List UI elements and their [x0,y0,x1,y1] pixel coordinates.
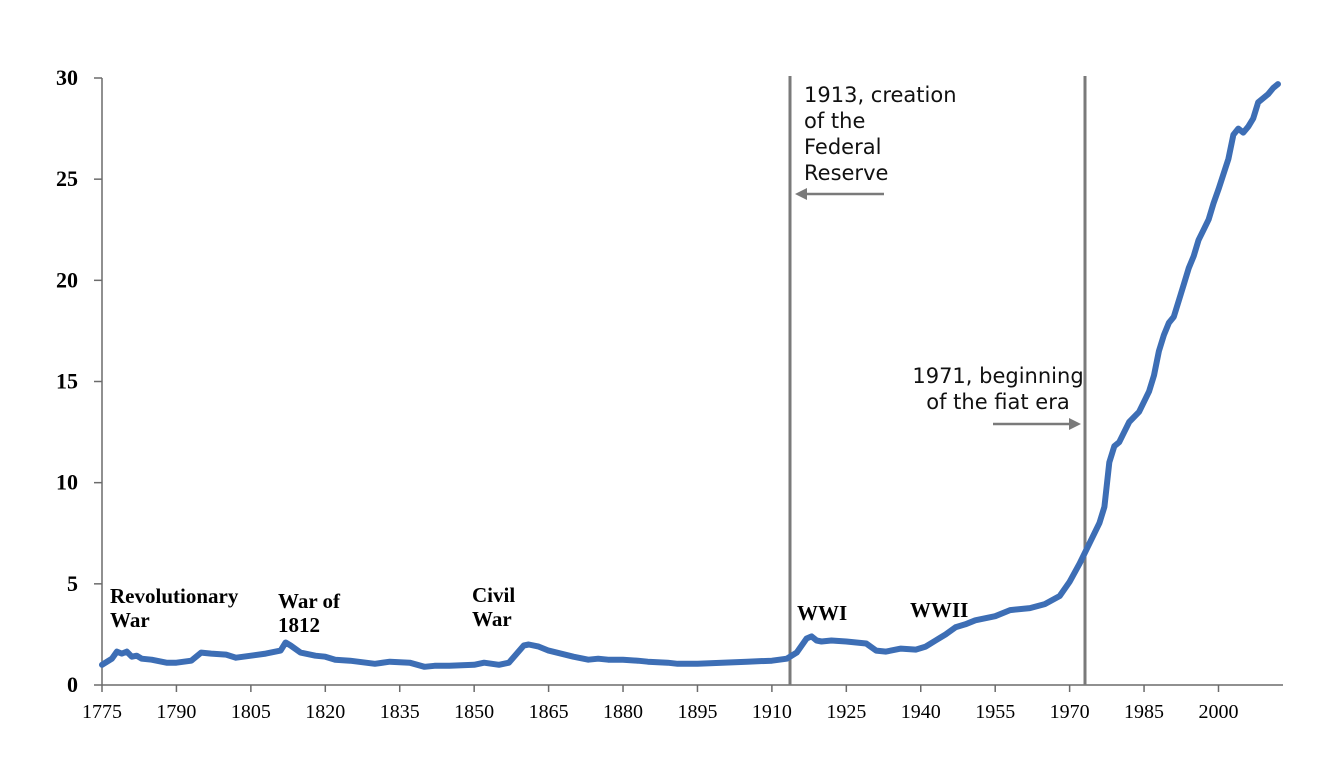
marker-note-text: Federal [804,135,881,159]
x-tick-label: 1835 [380,701,420,723]
x-tick-label: 1970 [1050,701,1090,723]
series-line [99,81,1281,670]
marker-note-text: 1913, creation [804,83,957,107]
y-tick-label: 15 [56,369,78,394]
y-axis-ticks: 0 5 10 15 20 25 30 [56,65,102,697]
x-tick-label: 1790 [156,701,196,723]
event-annotation-text: War of [278,589,341,613]
x-tick-label: 1895 [677,701,717,723]
event-annotation-text: 1812 [278,613,320,637]
x-tick-label: 2000 [1198,701,1238,723]
x-axis-ticks: 1775 1790 1805 1820 1835 1850 1865 1880 1895 1910… [82,685,1238,723]
x-tick-label: 1940 [901,701,941,723]
marker-note-text: 1971, beginning [912,364,1083,388]
x-tick-label: 1820 [305,701,345,723]
x-tick-label: 1775 [82,701,122,723]
event-annotation-text: War [472,607,512,631]
marker-arrow-head [1069,418,1081,430]
x-tick-label: 1985 [1124,701,1164,723]
x-tick-label: 1880 [603,701,643,723]
x-tick-label: 1865 [529,701,569,723]
marker-note-text: Reserve [804,161,888,185]
marker-arrow-head [795,188,807,200]
y-tick-label: 30 [56,65,78,90]
x-tick-label: 1805 [231,701,271,723]
event-annotation-text: Civil [472,583,515,607]
x-tick-label: 1850 [454,701,494,723]
x-tick-label: 1955 [975,701,1015,723]
event-annotation-text: WWI [797,601,847,625]
x-tick-label: 1910 [752,701,792,723]
marker-note-text: of the [804,109,865,133]
marker-note-text: of the fiat era [926,390,1069,414]
event-annotation-text: WWII [910,598,968,622]
event-annotation-text: Revolutionary [110,584,239,608]
y-tick-label: 0 [67,672,78,697]
series-layer [99,81,1281,670]
y-tick-label: 25 [56,166,78,191]
x-tick-label: 1925 [826,701,866,723]
y-tick-label: 20 [56,267,78,292]
y-tick-label: 10 [56,470,78,495]
y-tick-label: 5 [67,571,78,596]
event-annotation-text: War [110,608,150,632]
